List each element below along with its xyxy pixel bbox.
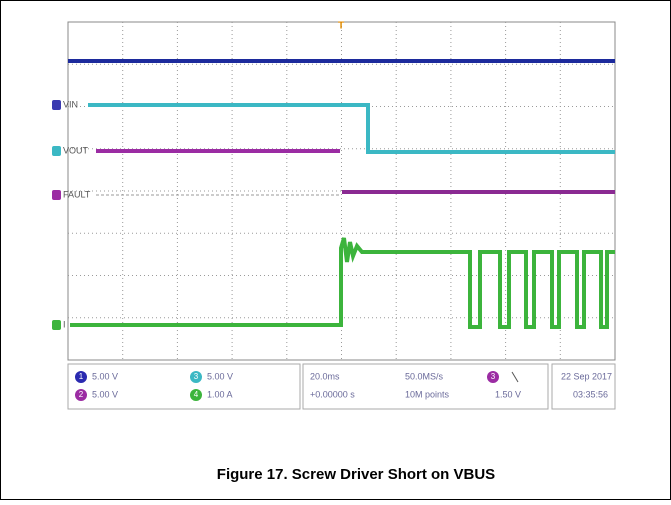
trigger-slope bbox=[511, 371, 519, 383]
status-panel bbox=[551, 363, 616, 410]
trace-label: I bbox=[63, 319, 66, 329]
sample-rate: 50.0MS/s bbox=[405, 371, 444, 381]
channel-scale: 5.00 V bbox=[207, 371, 233, 381]
channel-badge bbox=[487, 371, 499, 383]
channel-badge bbox=[75, 389, 87, 401]
channel-badge bbox=[75, 371, 87, 383]
trace-current bbox=[70, 237, 615, 329]
trigger-level: 1.50 V bbox=[495, 389, 521, 399]
trigger-channel: 3 bbox=[491, 372, 496, 381]
time: 03:35:56 bbox=[573, 389, 608, 399]
trace-label: VOUT bbox=[63, 145, 89, 155]
trace-marker bbox=[52, 190, 61, 200]
channel-number: 3 bbox=[194, 372, 199, 381]
channel-number: 1 bbox=[79, 372, 84, 381]
trigger-marker: T bbox=[338, 21, 344, 32]
trace-label: FAULT bbox=[63, 189, 91, 199]
channel-badge bbox=[190, 389, 202, 401]
date: 22 Sep 2017 bbox=[561, 371, 612, 381]
trace-label: VIN bbox=[63, 99, 78, 109]
channel-scale: 5.00 V bbox=[92, 371, 118, 381]
channel-scale: 1.00 A bbox=[207, 389, 233, 399]
trace-marker bbox=[52, 100, 61, 110]
record-length: 10M points bbox=[405, 389, 450, 399]
channel-scale: 5.00 V bbox=[92, 389, 118, 399]
channel-badge bbox=[190, 371, 202, 383]
channel-number: 2 bbox=[79, 390, 84, 399]
trace-marker bbox=[52, 146, 61, 156]
status-panel bbox=[67, 363, 301, 410]
timebase: 20.0ms bbox=[310, 371, 340, 381]
status-panel bbox=[302, 363, 549, 410]
trace-marker bbox=[52, 320, 61, 330]
figure-caption: Figure 17. Screw Driver Short on VBUS bbox=[217, 466, 495, 483]
trace-vin bbox=[88, 103, 615, 154]
trigger-position: +0.00000 s bbox=[310, 389, 355, 399]
channel-number: 4 bbox=[194, 390, 199, 399]
status-bar: 1 5.00 V 2 5.00 V 3 5.00 V 4 1.00 A 20.0… bbox=[67, 363, 616, 410]
